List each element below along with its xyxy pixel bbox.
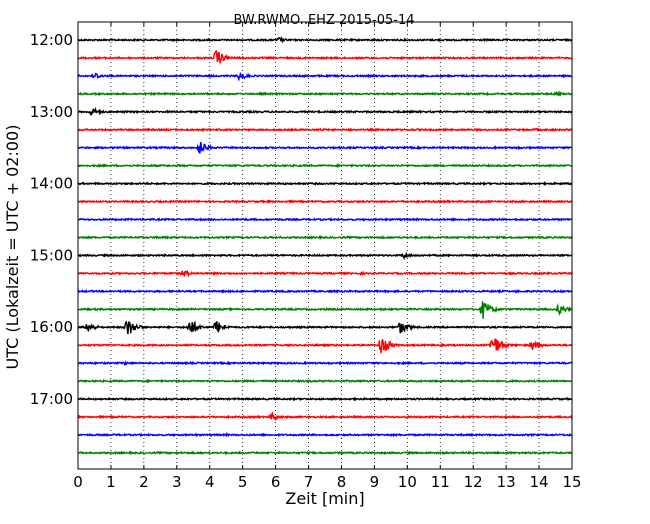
y-tick-label: 13:00 bbox=[30, 103, 73, 121]
y-tick-label: 14:00 bbox=[30, 175, 73, 193]
y-tick-label: 17:00 bbox=[30, 390, 73, 408]
trace-line bbox=[77, 320, 573, 335]
x-tick-label: 1 bbox=[106, 473, 116, 491]
trace-line bbox=[77, 163, 573, 169]
x-tick-label: 7 bbox=[304, 473, 314, 491]
trace-line bbox=[77, 396, 573, 402]
x-tick-label: 10 bbox=[398, 473, 417, 491]
trace-line bbox=[77, 180, 573, 187]
trace-line bbox=[77, 411, 573, 422]
x-tick-label: 5 bbox=[238, 473, 248, 491]
x-tick-label: 3 bbox=[172, 473, 182, 491]
trace-line bbox=[77, 378, 573, 384]
trace-line bbox=[77, 199, 573, 204]
trace-line bbox=[77, 450, 573, 456]
chart-title: BW.RWMO..EHZ 2015-05-14 bbox=[233, 13, 414, 28]
trace-line bbox=[77, 127, 573, 133]
trace-line bbox=[77, 141, 573, 154]
trace-layer bbox=[77, 36, 573, 456]
x-axis-label: Zeit [min] bbox=[285, 489, 364, 508]
grid-layer bbox=[110, 22, 540, 469]
trace-line bbox=[77, 89, 573, 97]
y-tick-label: 16:00 bbox=[30, 318, 73, 336]
y-tick-label: 12:00 bbox=[30, 31, 73, 49]
x-tick-label: 13 bbox=[497, 473, 516, 491]
tick-layer: 0 1 2 3 4 5 6 7 8 9 10 11 12 13 14 1512:0013:0014:0015:… bbox=[30, 22, 582, 491]
trace-line bbox=[77, 301, 573, 319]
trace-line bbox=[77, 432, 573, 438]
trace-line bbox=[77, 216, 573, 222]
x-tick-label: 8 bbox=[337, 473, 347, 491]
x-tick-label: 12 bbox=[464, 473, 483, 491]
x-tick-label: 11 bbox=[431, 473, 450, 491]
x-tick-label: 0 bbox=[73, 473, 83, 491]
y-tick-label: 15:00 bbox=[30, 246, 73, 264]
trace-line bbox=[77, 49, 573, 66]
trace-line bbox=[77, 106, 573, 116]
y-axis-label: UTC (Lokalzeit = UTC + 02:00) bbox=[3, 125, 22, 370]
trace-line bbox=[77, 269, 573, 278]
plot-frame bbox=[77, 21, 573, 470]
x-tick-label: 4 bbox=[205, 473, 215, 491]
trace-line bbox=[77, 288, 573, 294]
trace-line bbox=[77, 36, 573, 44]
x-tick-label: 14 bbox=[530, 473, 549, 491]
trace-line bbox=[77, 338, 573, 354]
trace-line bbox=[77, 359, 573, 366]
trace-line bbox=[77, 234, 573, 241]
x-tick-label: 6 bbox=[271, 473, 281, 491]
x-tick-label: 2 bbox=[139, 473, 149, 491]
x-tick-label: 15 bbox=[562, 473, 581, 491]
x-tick-label: 9 bbox=[370, 473, 380, 491]
trace-line bbox=[77, 251, 573, 261]
trace-line bbox=[77, 72, 573, 82]
